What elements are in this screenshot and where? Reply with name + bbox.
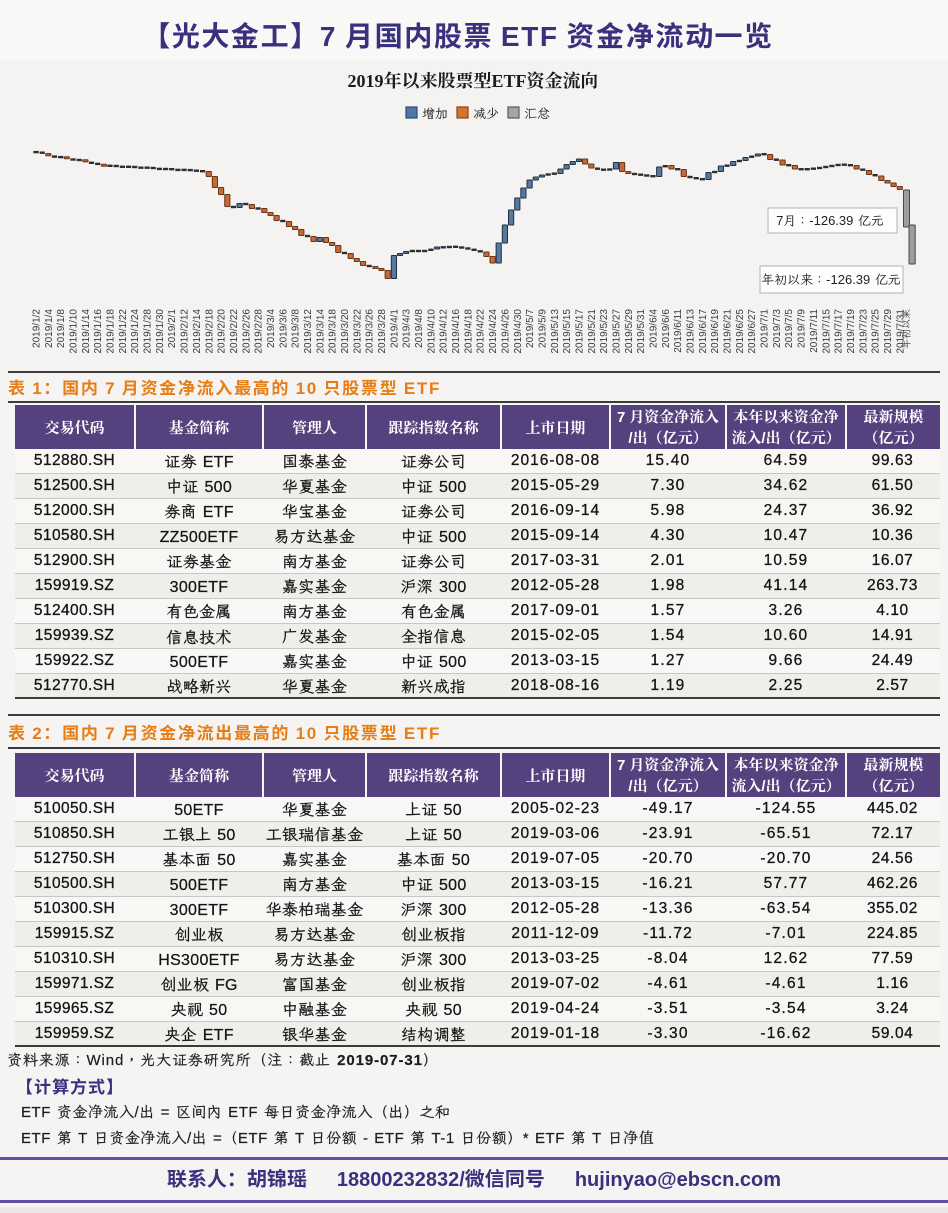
svg-text:2019/1/2: 2019/1/2: [32, 309, 43, 348]
svg-text:2019/5/9: 2019/5/9: [537, 309, 548, 348]
svg-text:2019年以来股票型ETF资金流向: 2019年以来股票型ETF资金流向: [347, 67, 598, 93]
svg-text:2019/1/14: 2019/1/14: [81, 309, 92, 354]
svg-text:2019/4/22: 2019/4/22: [476, 309, 487, 354]
svg-text:增加: 增加: [422, 105, 448, 122]
svg-text:2019/1/18: 2019/1/18: [106, 309, 117, 354]
svg-text:2019/1/24: 2019/1/24: [130, 309, 141, 354]
svg-text:2019/7/3: 2019/7/3: [772, 309, 783, 348]
svg-text:2019/6/27: 2019/6/27: [747, 309, 758, 354]
svg-text:2019/2/28: 2019/2/28: [254, 309, 265, 354]
svg-text:2019/3/8: 2019/3/8: [291, 309, 302, 348]
svg-text:2019/3/6: 2019/3/6: [278, 309, 289, 348]
svg-text:减少: 减少: [473, 105, 499, 122]
svg-text:2019/3/4: 2019/3/4: [266, 309, 277, 348]
svg-text:2019/4/26: 2019/4/26: [500, 309, 511, 354]
svg-text:2019/2/1: 2019/2/1: [167, 309, 178, 348]
svg-text:2019/3/12: 2019/3/12: [303, 309, 314, 354]
svg-text:2019/5/7: 2019/5/7: [525, 309, 536, 348]
svg-text:2019/2/18: 2019/2/18: [204, 309, 215, 354]
svg-text:2019/1/22: 2019/1/22: [118, 309, 129, 354]
svg-text:2019/2/22: 2019/2/22: [229, 309, 240, 354]
svg-text:2019/1/4: 2019/1/4: [44, 309, 55, 348]
svg-text:2019/4/12: 2019/4/12: [439, 309, 450, 354]
svg-text:2019/7/1: 2019/7/1: [760, 309, 771, 348]
svg-text:2019/4/3: 2019/4/3: [402, 309, 413, 348]
svg-text:2019/7/9: 2019/7/9: [797, 309, 808, 348]
svg-text:2019/3/14: 2019/3/14: [315, 309, 326, 354]
svg-text:2019/2/26: 2019/2/26: [241, 309, 252, 354]
svg-text:2019/6/6: 2019/6/6: [661, 309, 672, 348]
svg-text:2019/5/15: 2019/5/15: [562, 309, 573, 354]
svg-text:7月：-126.39 亿元: 7月：-126.39 亿元: [776, 212, 884, 229]
svg-text:2019/7/25: 2019/7/25: [871, 309, 882, 354]
svg-text:2019/3/26: 2019/3/26: [365, 309, 376, 354]
svg-text:2019/5/17: 2019/5/17: [575, 309, 586, 354]
svg-text:2019/1/28: 2019/1/28: [143, 309, 154, 354]
svg-text:汇总: 汇总: [524, 105, 550, 122]
svg-text:2019/4/8: 2019/4/8: [414, 309, 425, 348]
svg-text:2019/6/13: 2019/6/13: [686, 309, 697, 354]
svg-text:2019/7/17: 2019/7/17: [834, 309, 845, 354]
svg-text:2019/7/5: 2019/7/5: [784, 309, 795, 348]
svg-text:2019/6/4: 2019/6/4: [649, 309, 660, 348]
svg-text:2019/3/22: 2019/3/22: [352, 309, 363, 354]
svg-text:2019/4/24: 2019/4/24: [488, 309, 499, 354]
svg-text:2019/5/29: 2019/5/29: [624, 309, 635, 354]
svg-text:2019/2/12: 2019/2/12: [180, 309, 191, 354]
svg-text:2019/5/23: 2019/5/23: [599, 309, 610, 354]
svg-text:年初以来：-126.39 亿元: 年初以来：-126.39 亿元: [761, 271, 901, 288]
svg-text:2019/7/31: 2019/7/31: [895, 309, 906, 354]
svg-text:2019/1/30: 2019/1/30: [155, 309, 166, 354]
svg-text:2019/1/16: 2019/1/16: [93, 309, 104, 354]
svg-text:2019/2/14: 2019/2/14: [192, 309, 203, 354]
svg-text:2019/7/15: 2019/7/15: [821, 309, 832, 354]
svg-text:2019/7/19: 2019/7/19: [846, 309, 857, 354]
svg-text:2019/3/28: 2019/3/28: [377, 309, 388, 354]
svg-text:2019/4/18: 2019/4/18: [463, 309, 474, 354]
svg-text:2019/4/10: 2019/4/10: [426, 309, 437, 354]
svg-text:2019/5/31: 2019/5/31: [636, 309, 647, 354]
svg-text:2019/7/11: 2019/7/11: [809, 309, 820, 353]
svg-text:2019/7/29: 2019/7/29: [883, 309, 894, 354]
svg-text:2019/6/25: 2019/6/25: [735, 309, 746, 354]
svg-text:2019/3/20: 2019/3/20: [340, 309, 351, 354]
svg-text:2019/4/30: 2019/4/30: [513, 309, 524, 354]
svg-text:2019/5/27: 2019/5/27: [612, 309, 623, 354]
svg-text:2019/5/21: 2019/5/21: [587, 309, 598, 354]
svg-text:2019/6/19: 2019/6/19: [710, 309, 721, 354]
svg-text:2019/3/18: 2019/3/18: [328, 309, 339, 354]
svg-text:2019/6/11: 2019/6/11: [673, 309, 684, 353]
svg-text:年初以来: 年初以来: [900, 309, 913, 349]
svg-text:2019/2/20: 2019/2/20: [217, 309, 228, 354]
svg-text:2019/1/10: 2019/1/10: [69, 309, 80, 354]
svg-text:2019/6/17: 2019/6/17: [698, 309, 709, 354]
svg-text:2019/7/23: 2019/7/23: [858, 309, 869, 354]
svg-text:2019/4/16: 2019/4/16: [451, 309, 462, 354]
svg-text:2019/1/8: 2019/1/8: [56, 309, 67, 348]
svg-text:2019/6/21: 2019/6/21: [723, 309, 734, 354]
svg-text:2019/5/13: 2019/5/13: [550, 309, 561, 354]
svg-text:2019/4/1: 2019/4/1: [389, 309, 400, 348]
